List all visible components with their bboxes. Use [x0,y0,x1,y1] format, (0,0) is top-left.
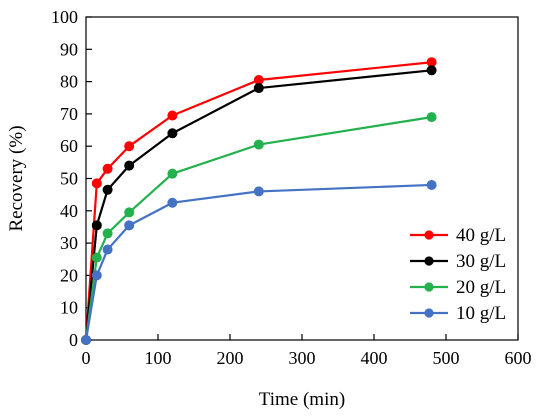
legend-label: 40 g/L [456,225,506,246]
x-tick-label: 600 [505,348,532,368]
data-point [91,220,102,231]
legend-item: 20 g/L [410,277,506,298]
x-tick-label: 400 [361,348,388,368]
data-point [124,220,135,231]
data-point [124,141,135,152]
x-axis-title: Time (min) [259,389,345,410]
legend-swatch-marker [424,282,434,292]
y-tick-label: 20 [60,265,78,285]
y-tick-label: 70 [60,104,78,124]
x-tick-label: 0 [82,348,91,368]
y-tick-label: 50 [60,169,78,189]
data-point [124,207,135,218]
y-axis-title: Recovery (%) [6,125,27,231]
y-tick-label: 90 [60,39,78,59]
y-tick-label: 80 [60,72,78,92]
data-point [91,252,102,263]
y-tick-label: 60 [60,136,78,156]
data-point [426,179,437,190]
series-20-g-l [81,112,437,345]
data-point [426,65,437,76]
data-point [102,184,113,195]
data-point [124,160,135,171]
data-point [167,110,178,121]
data-point [102,244,113,255]
series-line [84,116,432,341]
data-point [426,112,437,123]
x-tick-label: 100 [145,348,172,368]
data-point [253,83,264,94]
legend-label: 10 g/L [456,303,506,324]
legend-item: 40 g/L [410,225,506,246]
x-tick-label: 200 [217,348,244,368]
y-tick-label: 30 [60,233,78,253]
series-group [81,57,437,345]
x-tick-label: 500 [433,348,460,368]
y-tick-label: 100 [51,7,78,27]
legend-item: 30 g/L [410,251,506,272]
series-30-g-l [81,65,437,345]
data-point [253,139,264,150]
legend-label: 20 g/L [456,277,506,298]
data-point [81,334,92,345]
axes: 0 10 20 30 40 50 60 70 80 90 100 0 100 200 300 400 500 60… [51,7,532,368]
data-point [102,163,113,174]
data-point [91,270,102,281]
series-40-g-l [81,57,437,345]
legend: 40 g/L 30 g/L 20 g/L 10 g/L [410,225,506,324]
legend-swatch-marker [424,308,434,318]
series-10-g-l [81,179,437,345]
plot-frame [85,16,519,341]
y-tick-label: 0 [69,330,78,350]
legend-item: 10 g/L [410,303,506,324]
series-line [84,61,432,341]
legend-label: 30 g/L [456,251,506,272]
x-tick-label: 300 [289,348,316,368]
y-tick-label: 40 [60,201,78,221]
legend-swatch-marker [424,230,434,240]
data-point [167,128,178,139]
data-point [167,197,178,208]
series-line [84,183,432,341]
legend-swatch-marker [424,256,434,266]
data-point [91,178,102,189]
y-tick-label: 10 [60,298,78,318]
data-point [253,186,264,197]
data-point [167,168,178,179]
data-point [102,228,113,239]
